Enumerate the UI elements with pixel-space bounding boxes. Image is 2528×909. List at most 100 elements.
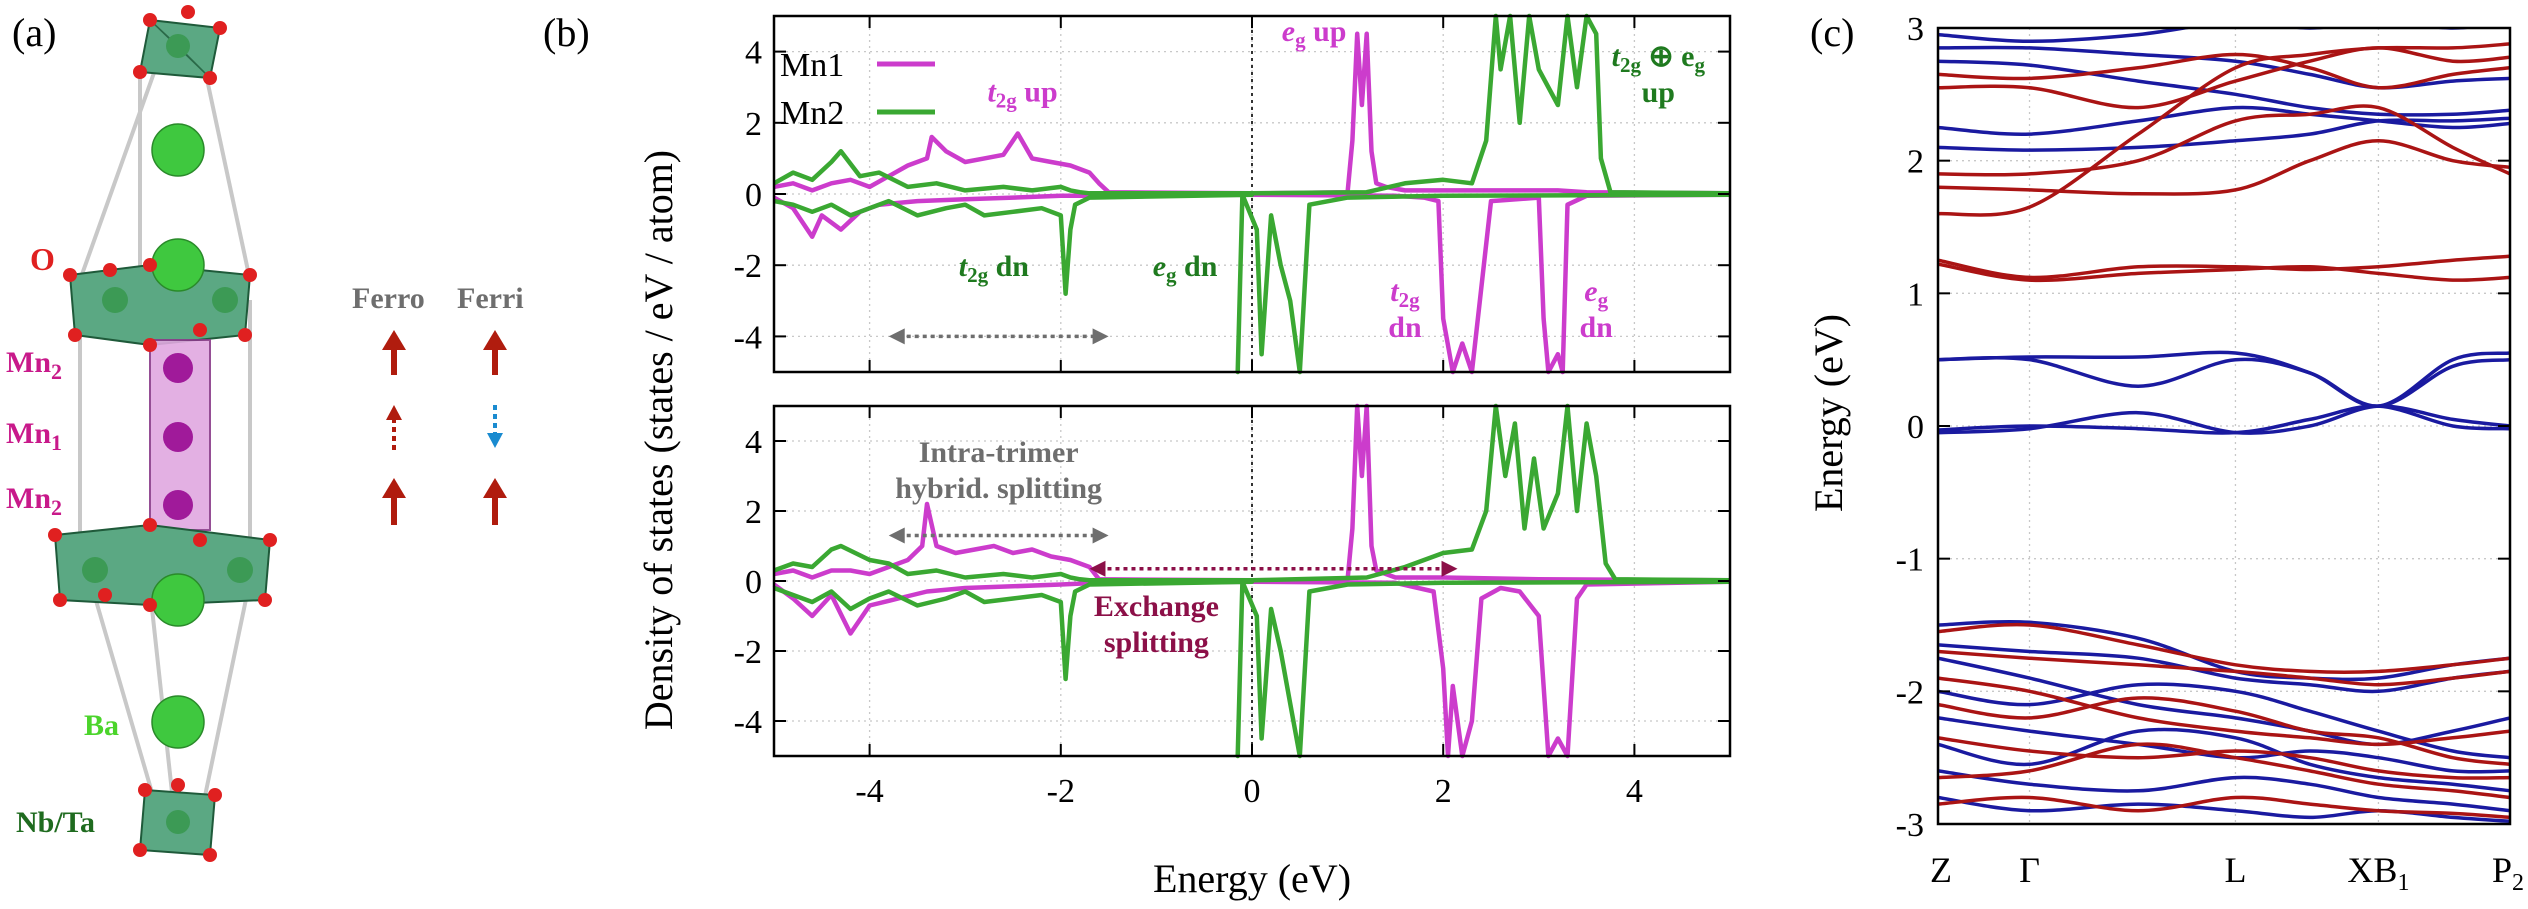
series-line-mn1: [772, 579, 1731, 759]
series-line-mn1: [773, 403, 1731, 583]
double-arrow-head: [1441, 560, 1458, 577]
y-tick-label: 2: [745, 106, 762, 143]
band-spin-up: [1938, 736, 2510, 780]
label-nbta: Nb/Ta: [16, 806, 95, 839]
x-tick-label: 4: [1626, 773, 1643, 810]
label-ferri: Ferri: [457, 282, 524, 315]
series-line-mn2: [772, 13, 1731, 196]
annotation-label: Exchange: [1094, 590, 1219, 623]
y-tick-label: 0: [1907, 409, 1924, 446]
band-spin-up: [1938, 139, 2510, 196]
label-ba: Ba: [84, 709, 119, 742]
k-point-label: XB1: [2347, 850, 2409, 896]
band-spin-down: [1938, 59, 2510, 117]
dos-legend: Mn1 Mn2: [780, 47, 935, 132]
curves: [772, 13, 1731, 375]
double-arrow-head: [888, 328, 905, 345]
x-tick-label: 0: [1244, 773, 1261, 810]
series-line-mn2: [773, 403, 1731, 583]
y-tick-label: 0: [745, 564, 762, 601]
annotation-label: dn: [1579, 311, 1613, 344]
band-spin-down: [1938, 404, 2510, 435]
band-plot: -3 -2 -1 0 1 2 3 Z Γ L XB1 P2: [1896, 11, 2524, 896]
annotation-label: hybrid. splitting: [895, 472, 1102, 505]
y-tick-label: 0: [745, 177, 762, 214]
legend-entry-mn1: Mn1: [780, 47, 844, 84]
double-arrow-head: [888, 527, 905, 544]
legend-entry-mn2: Mn2: [780, 95, 844, 132]
annotation-label: dn: [1388, 311, 1422, 344]
annotation-label: eg up: [1282, 15, 1347, 52]
k-point-label: P2: [2492, 850, 2524, 896]
mn-atoms: [163, 353, 193, 520]
x-tick-label: -4: [855, 773, 883, 810]
y-tick-label: -2: [734, 248, 762, 285]
band-spin-down: [1938, 795, 2510, 824]
panel-b-dos: (b) Density of states (states / eV / ato…: [543, 10, 1732, 901]
band-spin-down: [1938, 45, 2510, 90]
double-arrow-head: [1089, 560, 1106, 577]
bands: [1938, 28, 2510, 824]
mn-trimer-block: [53, 263, 272, 607]
double-arrow-head: [1092, 527, 1109, 544]
dos-ylabel: Density of states (states / eV / atom): [636, 150, 681, 730]
band-spin-down: [1938, 682, 2510, 760]
panel-a-crystal-structure: (a): [6, 5, 524, 862]
x-tick-label: -2: [1047, 773, 1075, 810]
x-tick-label: 2: [1435, 773, 1452, 810]
annotation-label: eg: [1584, 275, 1608, 312]
band-spin-down: [1938, 350, 2510, 408]
band-spin-up: [1938, 46, 2510, 110]
x-ticks: -4 -2 0 2 4: [855, 773, 1642, 810]
band-spin-down: [1938, 105, 2510, 136]
band-spin-down: [1938, 404, 2510, 435]
band-spin-down: [1938, 116, 2510, 152]
y-tick-label: 2: [745, 494, 762, 531]
band-spin-down: [1938, 727, 2510, 793]
annotation-label: Intra-trimer: [919, 436, 1079, 469]
double-arrow-head: [1092, 328, 1109, 345]
label-o: O: [30, 241, 55, 277]
band-spin-up: [1938, 262, 2510, 283]
ba-atoms: [151, 123, 205, 749]
y-ticks: -4 -2 0 2 4: [734, 16, 1730, 372]
nbta-octahedron-top: [138, 18, 222, 80]
spin-arrows-ferro: [382, 330, 406, 525]
y-tick-label: -4: [734, 319, 762, 356]
y-tick-label: 4: [745, 424, 762, 461]
band-spin-down: [1938, 28, 2478, 44]
band-spin-down: [1938, 716, 2510, 774]
band-spin-up: [1938, 254, 2510, 280]
annotation-label: up: [1642, 76, 1675, 109]
unit-cell-lines: [78, 69, 252, 821]
o-atoms: [48, 5, 277, 862]
k-point-label: Z: [1930, 850, 1952, 890]
annotation-label: t2g dn: [959, 250, 1030, 287]
band-spin-down: [1938, 355, 2510, 408]
nbta-octahedron-bottom: [138, 788, 217, 857]
band-spin-down: [1938, 656, 2510, 747]
y-tick-label: 1: [1907, 276, 1924, 313]
band-spin-up: [1938, 742, 2510, 800]
y-ticks: -4 -2 0 2 4: [734, 406, 1730, 756]
label-ferro: Ferro: [352, 282, 425, 315]
k-point-label: L: [2224, 850, 2246, 890]
band-spin-down: [1938, 769, 2510, 813]
y-ticks: -3 -2 -1 0 1 2 3: [1896, 11, 2510, 844]
annotation-label: eg dn: [1153, 250, 1218, 287]
band-spin-up: [1938, 795, 2510, 820]
y-tick-label: -3: [1896, 807, 1924, 844]
y-tick-label: 2: [1907, 144, 1924, 181]
panel-c-band-structure: (c) Energy (eV) -3 -2 -1 0 1 2 3 Z Γ L XB1 P2: [1806, 10, 2524, 896]
band-ylabel: Energy (eV): [1806, 314, 1851, 512]
series-line-mn2: [773, 579, 1731, 759]
band-spin-up: [1938, 104, 2510, 177]
panel-c-label: (c): [1810, 10, 1854, 55]
band-spin-up: [1938, 649, 2510, 687]
y-tick-label: -1: [1896, 542, 1924, 579]
